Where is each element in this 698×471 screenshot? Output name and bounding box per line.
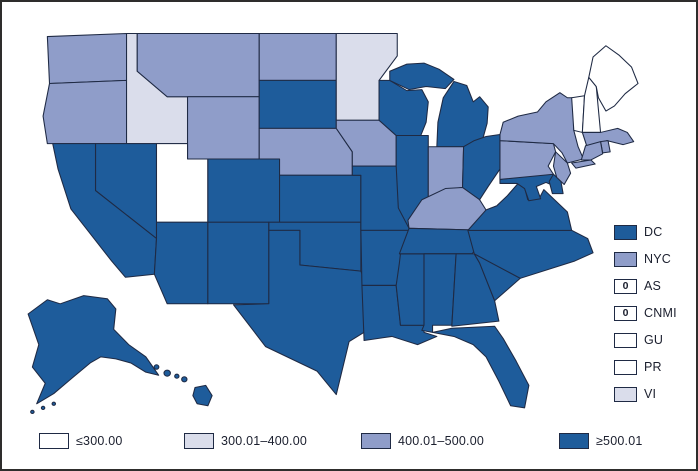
- state-texas: [233, 229, 365, 396]
- nyc-label: NYC: [644, 252, 671, 266]
- vi-label: VI: [644, 387, 657, 401]
- state-alaska: [27, 295, 160, 405]
- nyc-color-box: [614, 251, 637, 267]
- state-connecticut: [580, 141, 604, 161]
- state-arizona: [153, 221, 209, 305]
- state-michigan: [436, 80, 489, 148]
- state-south-dakota: [258, 79, 337, 129]
- state-colorado: [207, 158, 281, 223]
- pr-label: PR: [644, 360, 662, 374]
- state-maine: [588, 45, 639, 112]
- state-hawaii-big-island: [192, 384, 213, 407]
- state-hawaii-island: [163, 369, 171, 377]
- bottom-legend-item-bin1: ≤300.00: [39, 432, 123, 450]
- state-wisconsin: [378, 79, 429, 137]
- state-washington: [46, 32, 128, 84]
- state-pennsylvania: [499, 140, 557, 180]
- bin4-color-box: [559, 433, 589, 449]
- state-michigan-upper-peninsula: [389, 62, 455, 91]
- state-oregon: [42, 79, 128, 145]
- state-florida: [432, 325, 530, 409]
- state-alabama: [421, 253, 457, 333]
- state-california: [52, 143, 158, 278]
- as-label: AS: [644, 279, 662, 293]
- side-legend-item-cnmi: 0 CNMI: [614, 304, 677, 322]
- state-new-hampshire: [581, 76, 602, 133]
- state-alaska-aleutian-island: [40, 405, 46, 410]
- state-hawaii-island: [181, 376, 188, 383]
- bottom-legend-item-bin4: ≥500.01: [559, 432, 643, 450]
- bin1-color-box: [39, 433, 69, 449]
- state-alaska-aleutian-island: [30, 409, 35, 415]
- state-montana: [136, 32, 260, 98]
- bin3-label: 400.01–500.00: [398, 434, 485, 448]
- cnmi-color-box: 0: [614, 305, 637, 321]
- state-hawaii-island: [174, 373, 180, 379]
- side-legend-item-nyc: NYC: [614, 250, 671, 268]
- bin2-label: 300.01–400.00: [221, 434, 308, 448]
- state-hawaii-island: [153, 364, 160, 370]
- state-new-mexico: [207, 221, 270, 305]
- bin2-color-box: [184, 433, 214, 449]
- as-color-box: 0: [614, 278, 637, 294]
- dc-label: DC: [644, 225, 663, 239]
- bin1-label: ≤300.00: [76, 434, 123, 448]
- state-wyoming: [186, 96, 260, 160]
- side-legend-item-gu: GU: [614, 331, 663, 349]
- pr-color-box: [614, 359, 637, 375]
- dc-color-box: [614, 224, 637, 240]
- vi-color-box: [614, 386, 637, 402]
- bin4-label: ≥500.01: [596, 434, 643, 448]
- side-legend-item-pr: PR: [614, 358, 662, 376]
- state-north-dakota: [258, 32, 337, 81]
- state-virginia: [467, 182, 573, 231]
- state-mississippi: [395, 253, 425, 326]
- side-legend-item-vi: VI: [614, 385, 656, 403]
- side-legend-item-as: 0 AS: [614, 277, 661, 295]
- state-north-carolina: [467, 229, 594, 279]
- state-alaska-aleutian-island: [51, 401, 57, 406]
- gu-label: GU: [644, 333, 664, 347]
- bottom-legend-item-bin2: 300.01–400.00: [184, 432, 307, 450]
- cnmi-label: CNMI: [644, 306, 677, 320]
- side-legend-item-dc: DC: [614, 223, 662, 241]
- gu-color-box: [614, 332, 637, 348]
- bottom-legend-item-bin3: 400.01–500.00: [361, 432, 484, 450]
- bin3-color-box: [361, 433, 391, 449]
- state-new-york-long-island: [571, 159, 596, 169]
- state-kansas: [279, 174, 362, 223]
